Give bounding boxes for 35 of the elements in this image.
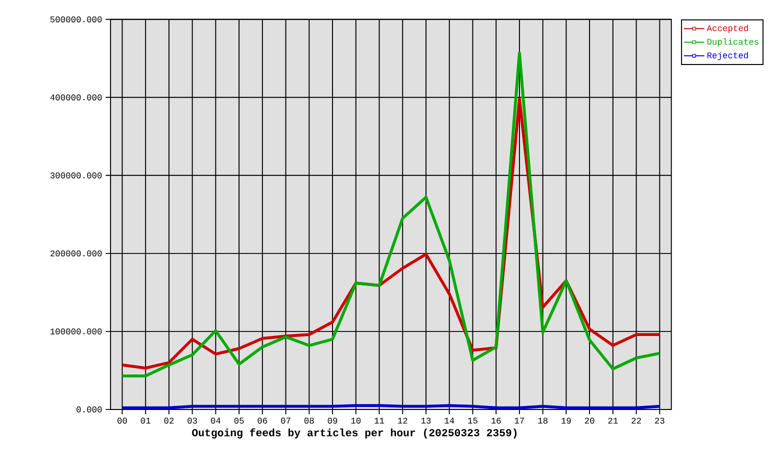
x-tick-label: 21 (608, 418, 618, 424)
x-tick-label: 15 (468, 418, 478, 424)
x-tick-label: 06 (258, 418, 268, 424)
x-tick-label: 04 (210, 418, 220, 424)
x-tick-label: 12 (398, 418, 408, 424)
x-tick-label: 02 (164, 418, 174, 424)
x-tick-label: 05 (234, 418, 244, 424)
y-tick-label: 400000.000 (50, 94, 102, 101)
y-tick-label: 100000.000 (50, 328, 102, 335)
legend-label: Rejected (707, 52, 748, 60)
x-tick-label: 16 (491, 418, 501, 424)
line-series (120, 52, 662, 378)
x-tick-label: 00 (118, 418, 127, 424)
x-tick-label: 09 (328, 418, 338, 424)
x-tick-label: 07 (281, 418, 290, 424)
x-tick-label: 13 (421, 418, 431, 424)
x-tick-label: 17 (514, 418, 524, 424)
x-tick-label: 14 (444, 418, 454, 424)
x-tick-label: 10 (351, 418, 361, 424)
x-tick-label: 23 (655, 418, 664, 424)
x-tick-label: 03 (188, 418, 197, 424)
legend-label: Accepted (706, 24, 748, 34)
x-tick-label: 20 (584, 418, 594, 424)
y-tick-label: 200000.000 (50, 250, 102, 257)
x-tick-label: 08 (304, 418, 314, 424)
y-tick-label: 300000.000 (50, 172, 102, 179)
x-tick-label: 11 (374, 418, 384, 424)
y-tick-label: 500000.000 (50, 16, 102, 23)
x-tick-label: 01 (140, 418, 150, 424)
x-tick-label: 22 (632, 418, 641, 424)
x-tick-label: 18 (538, 418, 548, 424)
legend-label: Duplicates (707, 38, 758, 47)
x-tick-label: 19 (562, 418, 571, 424)
y-tick-label: 0.000 (76, 406, 102, 413)
x-axis-title: Outgoing feeds by articles per hour (20250323 2359) (192, 428, 517, 439)
